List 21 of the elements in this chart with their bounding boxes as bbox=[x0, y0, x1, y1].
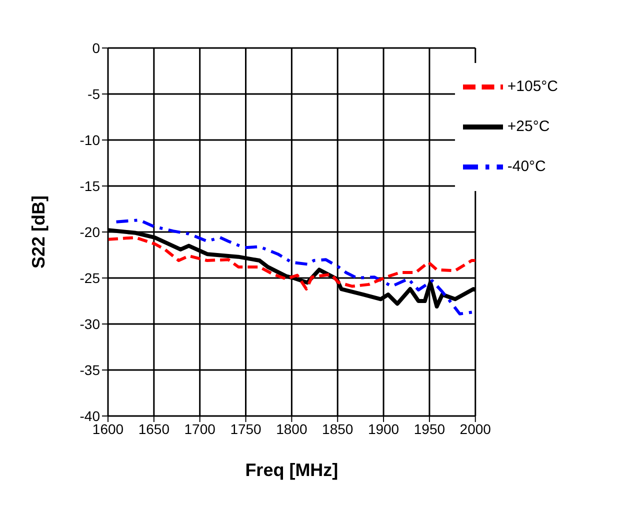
legend-label: -40°C bbox=[507, 158, 546, 175]
y-tick-label: -15 bbox=[80, 178, 100, 194]
x-tick-label: 1850 bbox=[322, 420, 354, 437]
y-tick-label: -10 bbox=[80, 132, 100, 148]
y-axis-title: S22 [dB] bbox=[28, 195, 48, 269]
y-tick-label: -35 bbox=[80, 362, 100, 378]
y-tick-label: -25 bbox=[80, 270, 100, 286]
x-tick-label: 2000 bbox=[460, 420, 492, 437]
y-tick-label: -5 bbox=[88, 86, 100, 102]
x-axis-title: Freq [MHz] bbox=[245, 460, 338, 480]
y-tick-label: -30 bbox=[80, 316, 100, 332]
x-tick-label: 1950 bbox=[414, 420, 446, 437]
x-tick-label: 1900 bbox=[368, 420, 400, 437]
y-tick-label: 0 bbox=[92, 40, 100, 56]
legend-label: +105°C bbox=[507, 78, 558, 95]
x-tick-label: 1800 bbox=[276, 420, 308, 437]
x-tick-label: 1700 bbox=[184, 420, 216, 437]
x-tick-label: 1650 bbox=[138, 420, 170, 437]
legend-label: +25°C bbox=[507, 118, 550, 135]
x-tick-label: 1750 bbox=[230, 420, 262, 437]
y-tick-label: -20 bbox=[80, 224, 100, 240]
